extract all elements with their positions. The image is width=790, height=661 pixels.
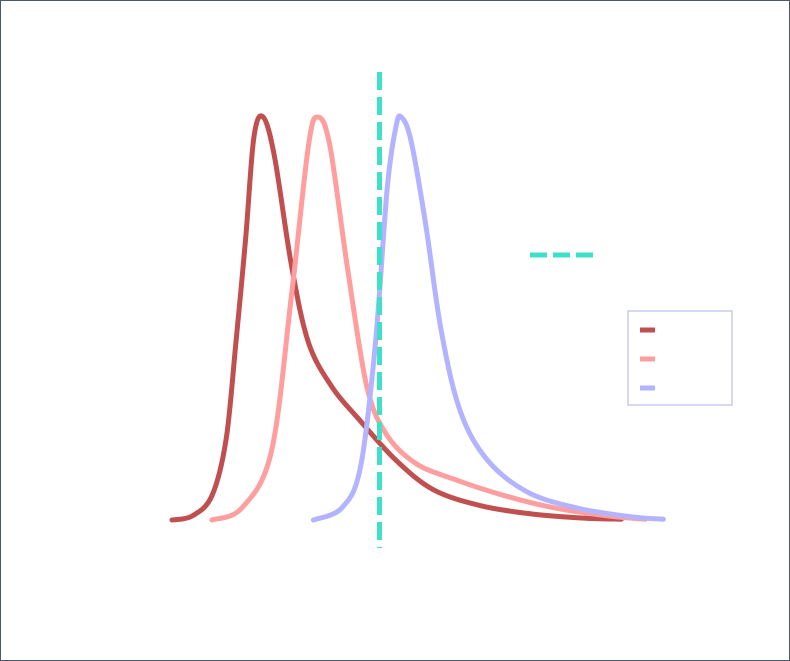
series-line-2	[209, 114, 648, 523]
series-line-1	[169, 113, 624, 523]
legend	[627, 310, 733, 406]
series-layer	[169, 113, 666, 523]
series-line-3	[310, 113, 666, 523]
